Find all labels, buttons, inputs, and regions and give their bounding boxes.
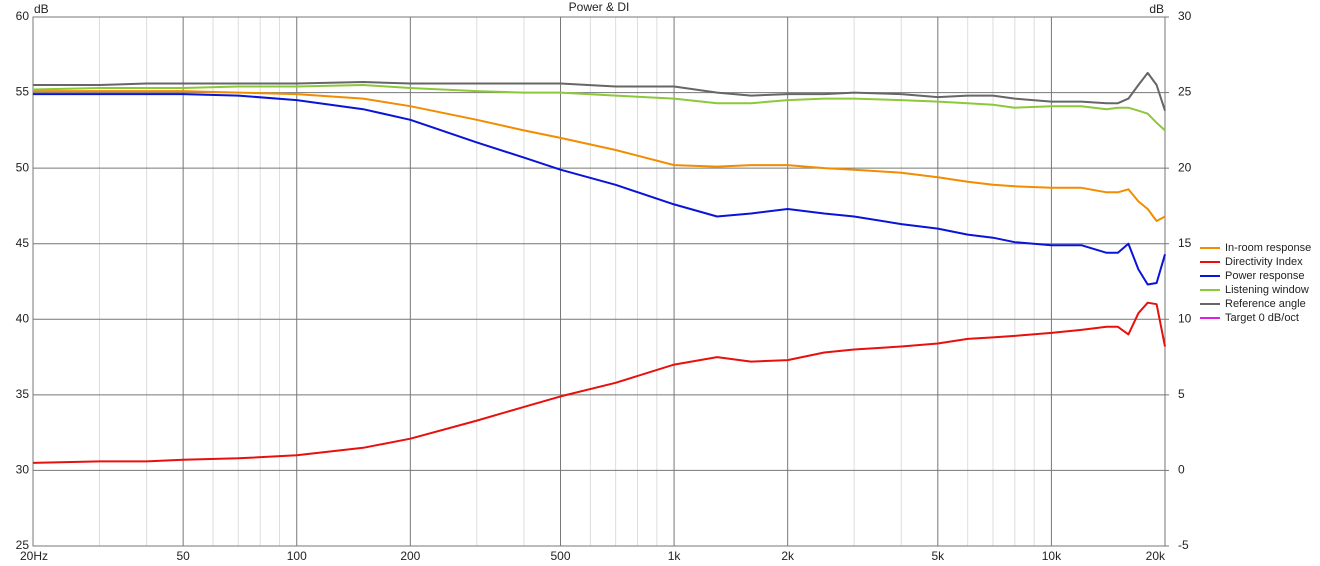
y2-tick-label: -5	[1178, 538, 1189, 552]
y2-tick-label: 10	[1178, 311, 1192, 325]
x-tick-label: 500	[550, 549, 570, 563]
x-tick-label: 10k	[1042, 549, 1062, 563]
y-tick-label: 50	[16, 160, 30, 174]
legend-label: Directivity Index	[1225, 256, 1303, 268]
y2-tick-label: 15	[1178, 236, 1192, 250]
x-tick-label: 200	[400, 549, 420, 563]
legend-label: Target 0 dB/oct	[1225, 312, 1299, 324]
x-tick-label: 20k	[1146, 549, 1166, 563]
y2-tick-label: 20	[1178, 160, 1192, 174]
x-tick-label: 20Hz	[20, 549, 48, 563]
y2-axis-label: dB	[1149, 2, 1164, 16]
legend-label: Reference angle	[1225, 298, 1306, 310]
x-tick-label: 1k	[668, 549, 682, 563]
series-line	[32, 301, 1166, 464]
y2-tick-label: 5	[1178, 387, 1185, 401]
y2-tick-label: 25	[1178, 85, 1192, 99]
legend-label: In-room response	[1225, 242, 1311, 254]
y-tick-label: 30	[16, 463, 30, 477]
y-tick-label: 25	[16, 538, 30, 552]
series-line	[33, 93, 1166, 286]
x-tick-label: 2k	[781, 549, 795, 563]
y-tick-label: 55	[16, 85, 30, 99]
legend-label: Listening window	[1225, 284, 1309, 296]
y-axis-label: dB	[34, 2, 49, 16]
y-tick-label: 60	[16, 9, 30, 23]
x-tick-label: 100	[287, 549, 307, 563]
series-line	[33, 71, 1166, 112]
y-tick-label: 35	[16, 387, 30, 401]
x-tick-label: 50	[176, 549, 190, 563]
series-line	[33, 90, 1166, 222]
legend-label: Power response	[1225, 270, 1305, 282]
x-tick-label: 5k	[931, 549, 945, 563]
series-line	[32, 84, 1166, 132]
chart-title: Power & DI	[569, 0, 630, 14]
y-tick-label: 40	[16, 311, 30, 325]
y-tick-label: 45	[16, 236, 30, 250]
y2-tick-label: 30	[1178, 9, 1192, 23]
legend: In-room response Directivity Index Power r…	[1200, 242, 1311, 324]
y2-tick-label: 0	[1178, 463, 1185, 477]
